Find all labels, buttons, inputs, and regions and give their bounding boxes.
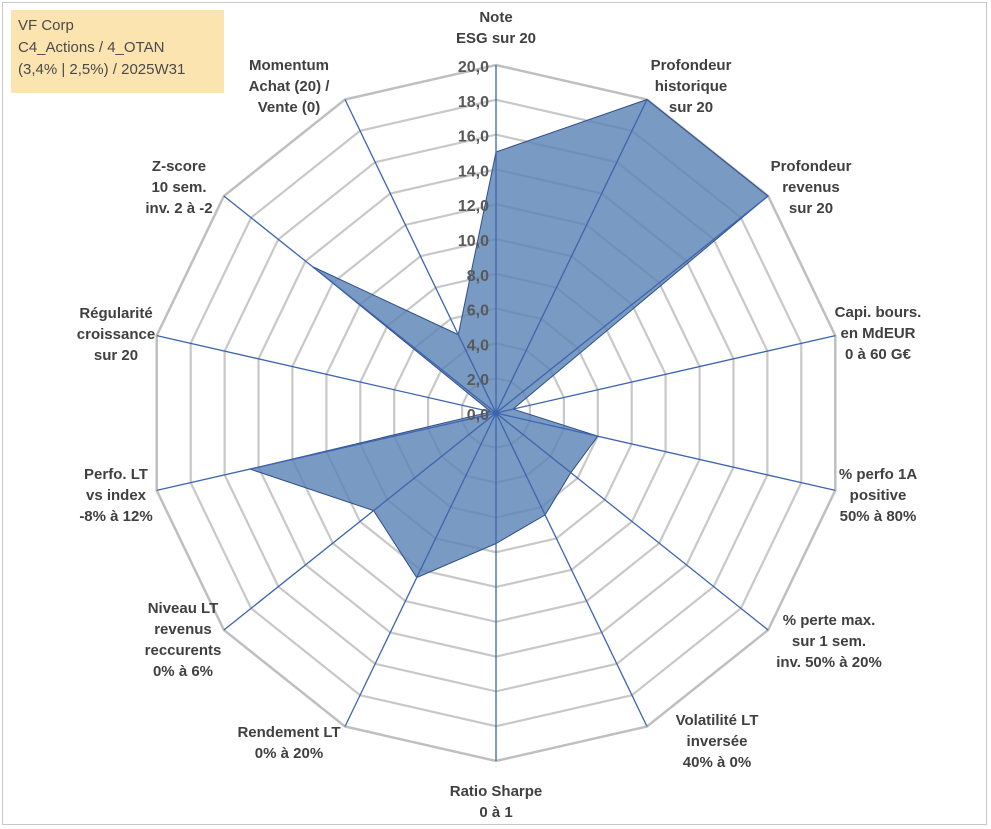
tick-label: 10,0 bbox=[458, 233, 489, 250]
axis-spoke bbox=[344, 412, 497, 727]
tick-label: 6,0 bbox=[467, 303, 489, 320]
axis-label-line: revenus bbox=[154, 621, 212, 638]
tick-label: 4,0 bbox=[467, 337, 489, 354]
axis-label-line: Ratio Sharpe bbox=[450, 783, 543, 800]
axis-label-line: inversée bbox=[687, 733, 748, 750]
axis-spoke bbox=[495, 412, 769, 631]
axis-label-line: Perfo. LT bbox=[84, 466, 148, 483]
axis-label-line: Note bbox=[479, 9, 512, 26]
axis-label-line: reccurents bbox=[145, 642, 222, 659]
axis-spoke bbox=[495, 195, 769, 414]
axis-label: Volatilité LT inversée 40% à 0% bbox=[676, 712, 759, 771]
axis-spoke bbox=[156, 412, 497, 492]
axis-label-line: Profondeur bbox=[651, 57, 732, 74]
axis-label-line: 0 à 60 G€ bbox=[845, 346, 912, 363]
portfolio-label: C4_Actions / 4_OTAN bbox=[18, 39, 165, 56]
tick-label: 2,0 bbox=[467, 372, 489, 389]
axis-spoke bbox=[156, 334, 497, 414]
axis-label-line: Rendement LT bbox=[237, 724, 340, 741]
axis-spoke bbox=[223, 195, 497, 414]
axis-label-line: Achat (20) / bbox=[249, 78, 331, 95]
axis-label: % perfo 1A positive 50% à 80% bbox=[839, 466, 918, 525]
axis-label-line: positive bbox=[850, 487, 907, 504]
axis-label-line: sur 20 bbox=[94, 347, 138, 364]
data-layer bbox=[248, 98, 769, 579]
axis-label-line: croissance bbox=[77, 326, 155, 343]
axis-label-line: Volatilité LT bbox=[676, 712, 759, 729]
axis-label-line: 0 à 1 bbox=[479, 804, 512, 821]
axis-label: % perte max. sur 1 sem. inv. 50% à 20% bbox=[776, 612, 882, 671]
axis-label-line: 10 sem. bbox=[151, 179, 206, 196]
axis-label-line: vs index bbox=[86, 487, 147, 504]
axis-label: Régularité croissance sur 20 bbox=[77, 305, 155, 364]
axis-label: Niveau LT revenus reccurents 0% à 6% bbox=[145, 600, 222, 680]
axis-spoke bbox=[495, 334, 836, 414]
axis-label-line: sur 20 bbox=[789, 200, 833, 217]
tick-label: 14,0 bbox=[458, 163, 489, 180]
axis-label-line: historique bbox=[655, 78, 728, 95]
axis-label-line: 0% à 6% bbox=[153, 663, 213, 680]
axis-label: Profondeur revenus sur 20 bbox=[771, 158, 852, 217]
axis-label: Ratio Sharpe 0 à 1 bbox=[450, 783, 543, 821]
axis-label-line: % perfo 1A bbox=[839, 466, 918, 483]
axis-label-line: sur 1 sem. bbox=[792, 633, 866, 650]
axis-label-line: ESG sur 20 bbox=[456, 30, 536, 47]
axis-spoke bbox=[344, 99, 497, 414]
axis-label-line: en MdEUR bbox=[841, 325, 916, 342]
info-box: VF Corp C4_Actions / 4_OTAN (3,4% | 2,5%… bbox=[11, 10, 224, 93]
axis-label-line: inv. 50% à 20% bbox=[776, 654, 882, 671]
axis-label: Profondeur historique sur 20 bbox=[651, 57, 732, 116]
axis-spoke bbox=[223, 412, 497, 631]
axis-spoke bbox=[495, 412, 836, 492]
axis-label-line: inv. 2 à -2 bbox=[145, 200, 212, 217]
tick-label: 20,0 bbox=[458, 59, 489, 76]
tick-label: 12,0 bbox=[458, 198, 489, 215]
axis-label-line: Régularité bbox=[79, 305, 152, 322]
tick-label: 16,0 bbox=[458, 129, 489, 146]
tick-label: 0,0 bbox=[467, 407, 489, 424]
axis-label-line: revenus bbox=[782, 179, 840, 196]
spoke-layer bbox=[156, 65, 836, 761]
axis-label: Z-score 10 sem. inv. 2 à -2 bbox=[145, 158, 212, 217]
axis-label: Momentum Achat (20) / Vente (0) bbox=[249, 57, 331, 116]
axis-label-line: Niveau LT bbox=[148, 600, 219, 617]
series-area bbox=[248, 98, 769, 579]
axis-label-line: Z-score bbox=[152, 158, 206, 175]
axis-label-line: 40% à 0% bbox=[683, 754, 751, 771]
axis-label: Perfo. LT vs index -8% à 12% bbox=[79, 466, 152, 525]
axis-label: Capi. bours. en MdEUR 0 à 60 G€ bbox=[835, 304, 922, 363]
axis-label-line: -8% à 12% bbox=[79, 508, 152, 525]
axis-spoke bbox=[495, 99, 648, 414]
period-label: (3,4% | 2,5%) / 2025W31 bbox=[18, 61, 186, 78]
label-layer: Note ESG sur 20 Profondeur historique sur 20… bbox=[77, 9, 922, 821]
axis-label-line: Vente (0) bbox=[258, 99, 321, 116]
axis-spoke bbox=[495, 412, 648, 727]
axis-label: Note ESG sur 20 bbox=[456, 9, 536, 47]
tick-layer: 0,0 2,0 4,0 6,0 8,0 10,0 12,0 14,0 16,0 18,0 20,0 bbox=[458, 59, 489, 424]
company-name: VF Corp bbox=[18, 17, 74, 34]
axis-label-line: % perte max. bbox=[783, 612, 876, 629]
axis-label: Rendement LT 0% à 20% bbox=[237, 724, 340, 762]
axis-label-line: 50% à 80% bbox=[840, 508, 917, 525]
axis-label-line: 0% à 20% bbox=[255, 745, 323, 762]
axis-label-line: sur 20 bbox=[669, 99, 713, 116]
axis-label-line: Momentum bbox=[249, 57, 329, 74]
axis-label-line: Profondeur bbox=[771, 158, 852, 175]
axis-label-line: Capi. bours. bbox=[835, 304, 922, 321]
tick-label: 18,0 bbox=[458, 94, 489, 111]
tick-label: 8,0 bbox=[467, 268, 489, 285]
